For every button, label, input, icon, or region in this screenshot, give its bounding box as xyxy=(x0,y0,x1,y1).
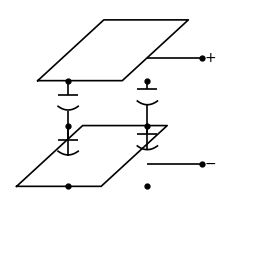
Text: +: + xyxy=(204,51,216,65)
Text: −: − xyxy=(204,157,216,171)
